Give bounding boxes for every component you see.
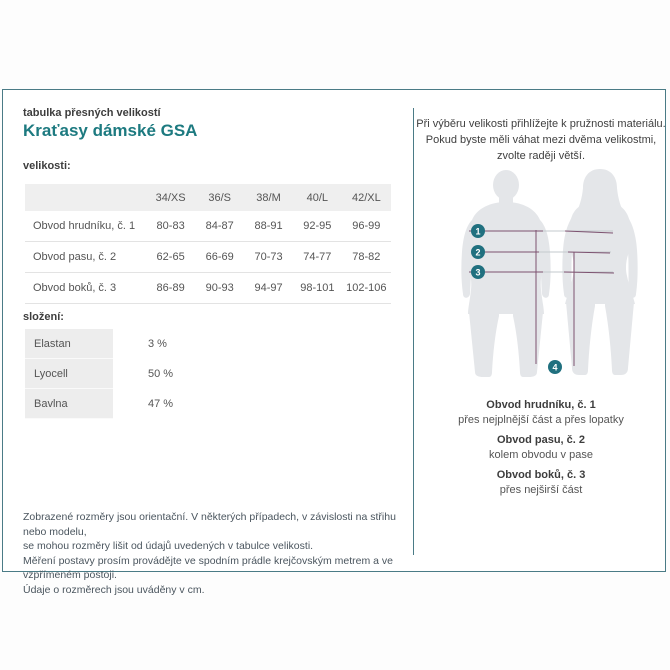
size-table-header-row: 34/XS 36/S 38/M 40/L 42/XL: [25, 184, 391, 211]
size-value: 80-83: [145, 211, 196, 242]
material-name: Bavlna: [25, 388, 113, 419]
note-line: Zobrazené rozměry jsou orientační. V něk…: [23, 511, 396, 538]
material-percent: 3 %: [148, 337, 167, 350]
size-value: 74-77: [293, 241, 342, 273]
material-percent: 50 %: [148, 367, 174, 380]
product-title: Kraťasy dámské GSA: [23, 121, 198, 140]
size-value: 70-73: [244, 241, 293, 273]
measure-legend-item: Obvod boků, č. 3 přes nejširší část: [415, 469, 667, 496]
sizes-section-label: velikosti:: [23, 160, 71, 172]
composition-row: Lyocell 50 %: [25, 358, 229, 389]
size-table: 34/XS 36/S 38/M 40/L 42/XL Obvod hrudník…: [25, 184, 391, 304]
measurement-notes: Zobrazené rozměry jsou orientační. V něk…: [23, 510, 403, 598]
size-column-header: 42/XL: [341, 184, 391, 211]
measure-legend-item: Obvod hrudníku, č. 1 přes nejplnější čás…: [415, 399, 667, 426]
measure-row-label: Obvod pasu, č. 2: [25, 241, 146, 273]
svg-text:1: 1: [475, 227, 480, 237]
table-row: Obvod pasu, č. 2 62-65 66-69 70-73 74-77…: [25, 241, 391, 273]
size-column-header: 38/M: [244, 184, 293, 211]
size-value: 88-91: [244, 211, 293, 242]
measure-title: Obvod hrudníku, č. 1: [486, 399, 596, 411]
size-value: 66-69: [195, 241, 245, 273]
marker-4: 4: [548, 360, 562, 374]
material-name: Lyocell: [25, 358, 113, 389]
table-row: Obvod hrudníku, č. 1 80-83 84-87 88-91 9…: [25, 211, 391, 242]
table-row: Obvod boků, č. 3 86-89 90-93 94-97 98-10…: [25, 272, 391, 304]
measure-description: kolem obvodu v pase: [489, 449, 593, 461]
fit-advice-line: zvolte raději větší.: [496, 150, 586, 162]
measure-description: přes nejširší část: [499, 484, 583, 496]
marker-2: 2: [471, 245, 485, 259]
fit-advice-text: Při výběru velikosti přihlížejte k pružn…: [415, 116, 667, 164]
fit-advice-line: Pokud byste měli váhat mezi dvěma veliko…: [425, 134, 657, 146]
size-value: 102-106: [341, 272, 391, 304]
body-measurement-diagram: 1 2 3 4: [461, 169, 638, 377]
size-column-header: 40/L: [293, 184, 342, 211]
size-value: 84-87: [195, 211, 245, 242]
size-value: 90-93: [195, 272, 245, 304]
size-value: 96-99: [341, 211, 391, 242]
chart-subtitle: tabulka přesných velikostí: [23, 107, 161, 119]
measure-title: Obvod boků, č. 3: [496, 469, 586, 481]
marker-1: 1: [471, 224, 485, 238]
composition-row: Bavlna 47 %: [25, 388, 229, 419]
size-chart-panel: tabulka přesných velikostí Kraťasy dámsk…: [2, 89, 667, 596]
svg-text:2: 2: [475, 248, 480, 258]
size-value: 92-95: [293, 211, 342, 242]
composition-row: Elastan 3 %: [25, 329, 229, 359]
material-name: Elastan: [25, 329, 113, 359]
measure-legend: Obvod hrudníku, č. 1 přes nejplnější čás…: [415, 391, 667, 496]
note-line: se mohou rozměry lišit od údajů uvedenýc…: [23, 540, 314, 553]
measure-title: Obvod pasu, č. 2: [496, 434, 586, 446]
svg-text:3: 3: [475, 268, 480, 278]
size-value: 62-65: [145, 241, 196, 273]
marker-3: 3: [471, 265, 485, 279]
measure-description: přes nejplnější část a přes lopatky: [458, 414, 624, 426]
size-value: 98-101: [293, 272, 342, 304]
measure-row-label: Obvod hrudníku, č. 1: [25, 211, 146, 242]
size-value: 86-89: [145, 272, 196, 304]
size-table-corner-cell: [25, 184, 146, 211]
composition-table: Elastan 3 % Lyocell 50 % Bavlna 47 %: [25, 329, 229, 419]
fit-advice-line: Při výběru velikosti přihlížejte k pružn…: [416, 118, 666, 130]
size-value: 78-82: [341, 241, 391, 273]
size-column-header: 34/XS: [145, 184, 196, 211]
measure-row-label: Obvod boků, č. 3: [25, 272, 146, 304]
size-value: 94-97: [244, 272, 293, 304]
note-line: Údaje o rozměrech jsou uváděny v cm.: [23, 583, 205, 596]
size-column-header: 36/S: [195, 184, 245, 211]
note-line: Měření postavy prosím provádějte ve spod…: [23, 554, 393, 582]
material-percent: 47 %: [148, 397, 174, 410]
svg-text:4: 4: [552, 363, 557, 373]
composition-section-label: složení:: [23, 311, 64, 323]
measure-legend-item: Obvod pasu, č. 2 kolem obvodu v pase: [415, 434, 667, 461]
column-divider: [413, 108, 414, 555]
